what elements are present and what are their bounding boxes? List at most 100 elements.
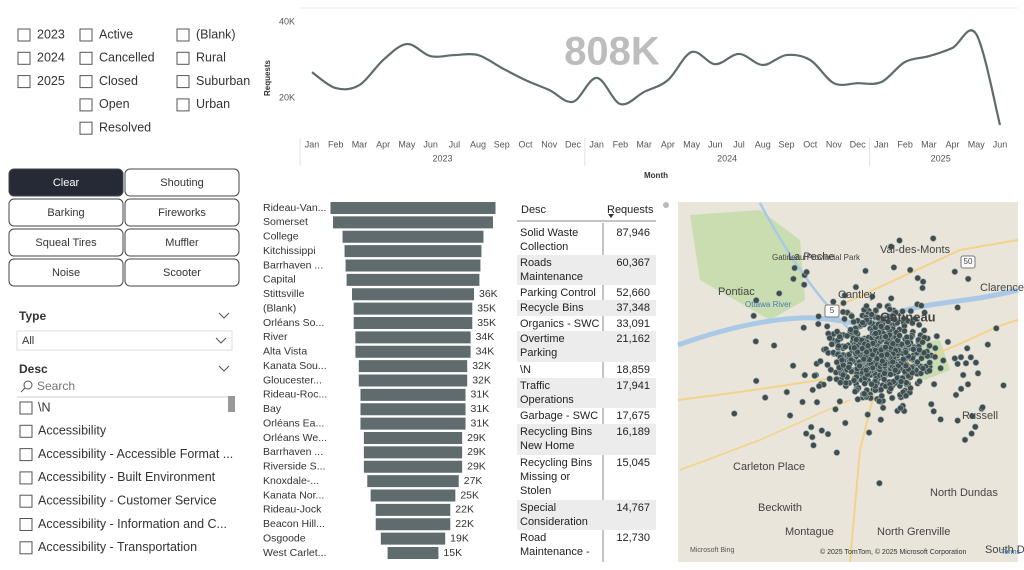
map-dot[interactable] — [811, 372, 818, 380]
map-dot[interactable] — [962, 359, 970, 367]
map-dot[interactable] — [939, 357, 947, 364]
map-dot[interactable] — [951, 268, 959, 276]
map-dot[interactable] — [752, 338, 760, 345]
checkbox[interactable] — [79, 75, 93, 89]
checkbox[interactable] — [176, 51, 190, 65]
map-dot[interactable] — [775, 290, 783, 297]
map-dot[interactable] — [800, 324, 808, 332]
map-dot[interactable] — [864, 342, 872, 350]
map-dot[interactable] — [868, 311, 876, 318]
map-dot[interactable] — [897, 404, 904, 412]
map-dot[interactable] — [851, 388, 859, 395]
map-dot[interactable] — [931, 353, 939, 361]
checkbox[interactable] — [176, 75, 190, 89]
map-dot[interactable] — [827, 366, 835, 374]
map-dot[interactable] — [833, 449, 841, 456]
map-dot[interactable] — [836, 398, 844, 405]
map-dot[interactable] — [841, 315, 848, 323]
map-dot[interactable] — [957, 353, 965, 361]
map-dot[interactable] — [887, 385, 895, 392]
map-dot[interactable] — [919, 338, 926, 346]
map-dot[interactable] — [790, 275, 797, 283]
map-dot[interactable] — [917, 302, 925, 309]
map-dot[interactable] — [907, 307, 915, 315]
checkbox[interactable] — [19, 541, 33, 555]
map-dot[interactable] — [914, 274, 922, 282]
map-dot[interactable] — [840, 299, 847, 307]
map-dot[interactable] — [992, 324, 1000, 332]
map-terms[interactable]: Terms — [1001, 549, 1021, 556]
map-dot[interactable] — [808, 433, 816, 441]
map-dot[interactable] — [863, 302, 870, 310]
map-dot[interactable] — [862, 366, 870, 374]
map-dot[interactable] — [984, 341, 992, 348]
map-dot[interactable] — [907, 384, 914, 392]
map-dot[interactable] — [862, 267, 869, 275]
map-dot[interactable] — [843, 332, 851, 340]
filter-button[interactable] — [124, 198, 240, 227]
map-dot[interactable] — [839, 371, 847, 379]
map-dot[interactable] — [902, 392, 910, 400]
map-dot[interactable] — [826, 375, 834, 383]
filter-button[interactable] — [124, 228, 240, 257]
map-dot[interactable] — [789, 362, 797, 370]
map-dot[interactable] — [916, 377, 923, 385]
checkbox[interactable] — [19, 494, 33, 508]
checkbox[interactable] — [176, 28, 190, 42]
filter-button[interactable] — [124, 168, 240, 197]
checkbox[interactable] — [79, 28, 93, 42]
map-dot[interactable] — [869, 351, 876, 359]
map-dot[interactable] — [850, 377, 858, 384]
map-dot[interactable] — [770, 342, 778, 349]
map-dot[interactable] — [880, 376, 888, 383]
map-dot[interactable] — [952, 391, 960, 399]
map-dot[interactable] — [902, 362, 910, 370]
map-dot[interactable] — [839, 308, 847, 316]
map-dot[interactable] — [817, 357, 824, 365]
map-dot[interactable] — [919, 284, 926, 292]
checkbox[interactable] — [17, 28, 31, 42]
map-dot[interactable] — [836, 333, 844, 341]
map-dot[interactable] — [890, 264, 898, 271]
map-dot[interactable] — [899, 307, 906, 315]
map-dot[interactable] — [889, 340, 897, 348]
checkbox[interactable] — [79, 121, 93, 135]
checkbox[interactable] — [176, 98, 190, 112]
map-dot[interactable] — [752, 377, 760, 385]
map-dot[interactable] — [906, 266, 914, 274]
map-dot[interactable] — [872, 330, 879, 337]
map-dot[interactable] — [930, 407, 938, 415]
map-dot[interactable] — [838, 356, 846, 364]
map-dot[interactable] — [877, 416, 885, 424]
map-dot[interactable] — [914, 358, 921, 366]
checkbox[interactable] — [79, 98, 93, 112]
map-dot[interactable] — [730, 410, 738, 417]
search-box[interactable]: Search — [37, 379, 75, 393]
map-dot[interactable] — [807, 423, 815, 431]
checkbox[interactable] — [17, 75, 31, 89]
map-dot[interactable] — [761, 394, 769, 401]
map-dot[interactable] — [874, 314, 882, 321]
checkbox[interactable] — [19, 518, 33, 531]
map-dot[interactable] — [824, 430, 832, 438]
map-dot[interactable] — [815, 313, 822, 320]
map-dot[interactable] — [863, 348, 870, 356]
map-dot[interactable] — [954, 304, 961, 311]
map-dot[interactable] — [842, 379, 850, 387]
map-dot[interactable] — [879, 404, 887, 412]
map-dot[interactable] — [823, 323, 831, 330]
map-dot[interactable] — [909, 319, 916, 327]
map-dot[interactable] — [926, 342, 933, 350]
map-dot[interactable] — [972, 359, 980, 366]
map-dot[interactable] — [879, 357, 886, 365]
checkbox[interactable] — [19, 424, 33, 438]
map-dot[interactable] — [861, 380, 868, 387]
filter-button[interactable] — [124, 258, 240, 287]
map-dot[interactable] — [873, 355, 881, 363]
filter-button[interactable] — [8, 168, 124, 197]
map-dot[interactable] — [971, 423, 979, 431]
map-dot[interactable] — [802, 430, 810, 437]
map-dot[interactable] — [896, 332, 903, 339]
map-dot[interactable] — [891, 366, 899, 374]
map-dot[interactable] — [850, 344, 858, 352]
